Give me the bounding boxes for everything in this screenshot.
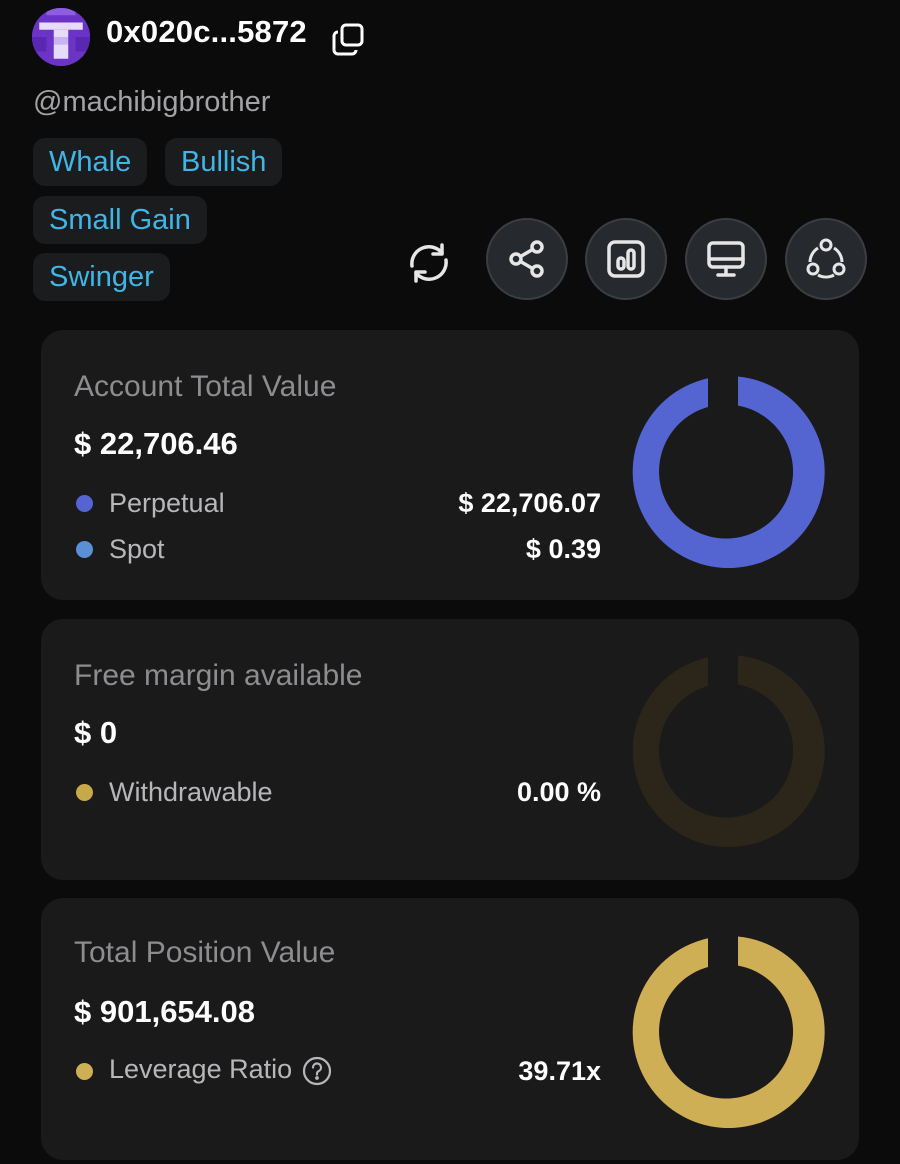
margin-donut-chart — [632, 655, 825, 848]
account-total: $ 22,706.46 — [74, 426, 238, 461]
user-handle: @machibigbrother — [33, 86, 271, 118]
position-donut-ring — [632, 936, 825, 1129]
network-button[interactable] — [785, 218, 867, 300]
position-donut-chart — [632, 936, 825, 1129]
perpetual-label: Perpetual — [109, 488, 225, 518]
account-donut-chart — [632, 376, 825, 569]
tag-bullish: Bullish — [165, 138, 283, 186]
network-icon — [806, 238, 846, 279]
withdrawable-dot — [76, 784, 93, 801]
monitor-icon — [707, 241, 745, 277]
tag-swinger: Swinger — [33, 253, 170, 301]
free-margin-card: Free margin available $ 0 Withdrawable 0… — [41, 619, 859, 880]
spot-label: Spot — [109, 534, 165, 564]
account-title: Account Total Value — [74, 370, 337, 403]
share-icon — [509, 240, 544, 278]
monitor-button[interactable] — [685, 218, 767, 300]
spot-value: $ 0.39 — [525, 534, 601, 564]
bar-chart-icon — [607, 240, 645, 278]
position-total: $ 901,654.08 — [74, 994, 256, 1029]
question-circle-icon[interactable] — [302, 1056, 332, 1086]
perpetual-dot — [76, 495, 93, 512]
position-title: Total Position Value — [74, 936, 336, 969]
account-value-card: Account Total Value $ 22,706.46 Perpetua… — [41, 330, 859, 600]
withdrawable-label: Withdrawable — [109, 777, 273, 807]
refresh-icon[interactable] — [402, 236, 456, 290]
wallet-address: 0x020c...5872 — [106, 14, 307, 49]
spot-dot — [76, 541, 93, 558]
chart-button[interactable] — [585, 218, 667, 300]
margin-total: $ 0 — [74, 715, 118, 750]
leverage-value: 39.71x — [518, 1056, 601, 1086]
withdrawable-value: 0.00 % — [516, 777, 601, 807]
share-button[interactable] — [486, 218, 568, 300]
position-value-card: Total Position Value $ 901,654.08 Levera… — [41, 898, 859, 1160]
leverage-label: Leverage Ratio — [109, 1054, 293, 1084]
leverage-dot — [76, 1063, 93, 1080]
account-donut-ring — [632, 376, 825, 569]
margin-title: Free margin available — [74, 659, 363, 692]
margin-donut-ring — [632, 655, 825, 848]
copy-icon[interactable] — [330, 20, 368, 58]
avatar — [32, 8, 90, 66]
tag-whale: Whale — [33, 138, 148, 186]
perpetual-value: $ 22,706.07 — [458, 488, 601, 518]
leverage-label-row: Leverage Ratio — [109, 1054, 332, 1086]
tag-small-gain: Small Gain — [33, 196, 207, 244]
